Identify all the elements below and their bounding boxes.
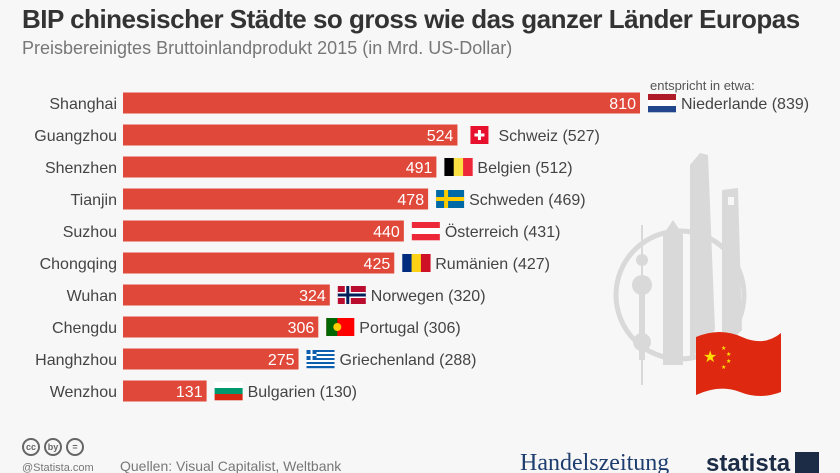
belgium-flag-icon: [444, 158, 473, 176]
comparison-label: Schweiz (527): [498, 128, 599, 145]
switzerland-flag-icon: [470, 126, 489, 144]
no-derivatives-icon: =: [66, 438, 84, 456]
bar-row: Tianjin 478 Schweden (469): [70, 188, 586, 210]
comparison-label: Rumänien (427): [435, 256, 550, 273]
greece-flag-icon: [306, 350, 335, 369]
category-label: Chongqing: [40, 256, 117, 273]
source-note: Quellen: Visual Capitalist, Weltbank: [120, 458, 342, 473]
comparison-label: Norwegen (320): [371, 288, 486, 305]
attribution-icon: by: [44, 438, 62, 456]
value-label: 425: [364, 256, 391, 273]
bulgaria-flag-icon: [214, 382, 243, 401]
value-label: 524: [427, 128, 454, 145]
bar-row: Chongqing 425 Rumänien (427): [40, 252, 550, 274]
svg-text:★: ★: [726, 351, 731, 358]
value-label: 324: [299, 288, 326, 305]
chart-subtitle: Preisbereinigtes Bruttoinlandprodukt 201…: [22, 38, 513, 58]
category-label: Shenzhen: [45, 160, 117, 177]
license-icons: cc by =: [22, 438, 84, 456]
svg-text:★: ★: [721, 345, 726, 352]
comparison-label: Belgien (512): [477, 160, 572, 177]
bar-row: Hanghzhou 275 Griechenland (288): [35, 348, 477, 370]
bar: [123, 316, 319, 338]
bar: [123, 220, 404, 242]
category-label: Chengdu: [52, 320, 117, 337]
value-label: 275: [268, 352, 295, 369]
austria-flag-icon: [411, 222, 440, 241]
category-label: Guangzhou: [34, 128, 117, 145]
comparison-label: Griechenland (288): [340, 352, 477, 369]
netherlands-flag-icon: [648, 94, 676, 113]
bar: [123, 188, 429, 210]
svg-text:★: ★: [726, 358, 731, 365]
comparison-note: entspricht in etwa:: [650, 78, 755, 93]
value-label: 306: [288, 320, 315, 337]
value-label: 131: [176, 384, 203, 401]
chart-title: BIP chinesischer Städte so gross wie das…: [22, 4, 800, 34]
publisher-logo: Handelszeitung: [520, 450, 670, 473]
bar: [123, 380, 207, 402]
statista-logo: statista: [706, 450, 791, 473]
romania-flag-icon: [402, 254, 431, 272]
bar: [123, 124, 458, 146]
portugal-flag-icon: [326, 318, 355, 336]
comparison-label: Schweden (469): [469, 192, 586, 209]
category-label: Shanghai: [49, 96, 117, 113]
statista-logo-icon: [795, 452, 819, 473]
bar: [123, 156, 437, 178]
bar: [123, 252, 395, 274]
bar: [123, 284, 330, 306]
value-label: 491: [406, 160, 433, 177]
svg-text:★: ★: [703, 349, 717, 366]
bar-row: Wenzhou 131 Bulgarien (130): [50, 380, 357, 402]
copyright[interactable]: @Statista.com: [22, 462, 94, 473]
category-label: Tianjin: [70, 192, 117, 209]
bar: [123, 92, 640, 114]
norway-flag-icon: [337, 286, 366, 304]
category-label: Wuhan: [67, 288, 117, 305]
bar-row: Guangzhou 524 Schweiz (527): [34, 124, 600, 146]
bar-row: Shanghai 810 Niederlande (839): [49, 92, 809, 114]
bar-row: Chengdu 306 Portugal (306): [52, 316, 461, 338]
sweden-flag-icon: [436, 190, 465, 208]
value-label: 810: [609, 96, 636, 113]
china-flag-illustration: ★ ★ ★ ★ ★: [696, 332, 781, 396]
bar-row: Shenzhen 491 Belgien (512): [45, 156, 573, 178]
category-label: Suzhou: [63, 224, 117, 241]
bar-row: Suzhou 440 Österreich (431): [63, 220, 561, 242]
value-label: 440: [373, 224, 400, 241]
creative-commons-icon: cc: [22, 438, 40, 456]
skyline-illustration: [613, 153, 747, 385]
svg-text:★: ★: [721, 364, 726, 371]
category-label: Wenzhou: [50, 384, 117, 401]
comparison-label: Bulgarien (130): [248, 384, 357, 401]
comparison-label: Niederlande (839): [681, 96, 809, 113]
comparison-label: Portugal (306): [359, 320, 460, 337]
bar: [123, 348, 299, 370]
category-label: Hanghzhou: [35, 352, 117, 369]
comparison-label: Österreich (431): [445, 223, 561, 241]
value-label: 478: [397, 192, 424, 209]
bar-row: Wuhan 324 Norwegen (320): [67, 284, 486, 306]
